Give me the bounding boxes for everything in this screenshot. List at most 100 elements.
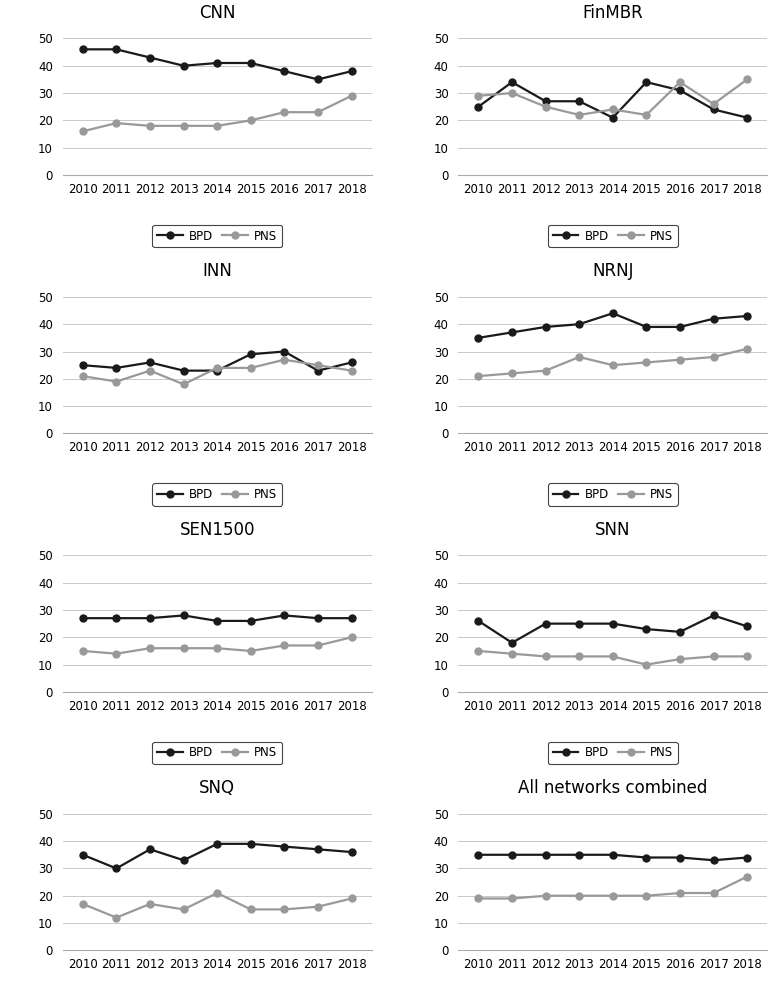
- PNS: [212, 887, 222, 899]
- PNS: [575, 890, 584, 902]
- PNS: [78, 126, 88, 138]
- Title: FinMBR: FinMBR: [583, 4, 643, 22]
- PNS: [474, 893, 483, 905]
- PNS: [179, 120, 188, 132]
- Title: SEN1500: SEN1500: [179, 521, 255, 539]
- BPD: [212, 364, 222, 376]
- Line: BPD: BPD: [79, 46, 355, 83]
- PNS: [608, 104, 618, 116]
- PNS: [112, 117, 121, 129]
- PNS: [575, 351, 584, 363]
- PNS: [709, 887, 718, 899]
- Title: INN: INN: [202, 262, 232, 280]
- BPD: [112, 44, 121, 55]
- BPD: [212, 57, 222, 69]
- PNS: [474, 370, 483, 382]
- PNS: [575, 650, 584, 662]
- PNS: [112, 647, 121, 659]
- BPD: [507, 76, 517, 88]
- PNS: [246, 904, 255, 916]
- BPD: [541, 321, 550, 333]
- BPD: [246, 615, 255, 627]
- PNS: [507, 647, 517, 659]
- BPD: [78, 848, 88, 860]
- Line: BPD: BPD: [79, 612, 355, 625]
- Legend: BPD, PNS: BPD, PNS: [548, 225, 678, 248]
- PNS: [541, 101, 550, 113]
- Title: CNN: CNN: [199, 4, 236, 22]
- BPD: [146, 51, 155, 63]
- PNS: [78, 645, 88, 657]
- BPD: [642, 623, 651, 635]
- PNS: [212, 643, 222, 654]
- BPD: [742, 310, 752, 322]
- BPD: [608, 307, 618, 319]
- BPD: [709, 313, 718, 325]
- BPD: [212, 615, 222, 627]
- BPD: [347, 65, 356, 77]
- BPD: [642, 321, 651, 333]
- Legend: BPD, PNS: BPD, PNS: [152, 742, 282, 764]
- BPD: [541, 95, 550, 107]
- PNS: [474, 90, 483, 102]
- PNS: [78, 370, 88, 382]
- BPD: [246, 348, 255, 360]
- PNS: [313, 359, 323, 371]
- Title: NRNJ: NRNJ: [592, 262, 633, 280]
- PNS: [280, 640, 289, 651]
- PNS: [179, 643, 188, 654]
- PNS: [179, 904, 188, 916]
- PNS: [280, 353, 289, 365]
- BPD: [146, 612, 155, 624]
- BPD: [313, 612, 323, 624]
- PNS: [709, 98, 718, 110]
- BPD: [246, 838, 255, 849]
- BPD: [474, 848, 483, 860]
- BPD: [642, 851, 651, 863]
- PNS: [146, 364, 155, 376]
- PNS: [146, 643, 155, 654]
- BPD: [347, 612, 356, 624]
- BPD: [313, 843, 323, 855]
- PNS: [474, 645, 483, 657]
- BPD: [112, 612, 121, 624]
- BPD: [112, 862, 121, 874]
- PNS: [608, 890, 618, 902]
- BPD: [280, 610, 289, 622]
- Legend: BPD, PNS: BPD, PNS: [152, 225, 282, 248]
- PNS: [313, 901, 323, 913]
- PNS: [575, 109, 584, 121]
- PNS: [280, 106, 289, 118]
- PNS: [212, 362, 222, 374]
- Line: BPD: BPD: [475, 851, 751, 863]
- BPD: [179, 59, 188, 71]
- PNS: [642, 890, 651, 902]
- BPD: [146, 843, 155, 855]
- BPD: [507, 637, 517, 648]
- BPD: [575, 618, 584, 630]
- BPD: [179, 364, 188, 376]
- PNS: [78, 898, 88, 910]
- BPD: [347, 356, 356, 368]
- BPD: [709, 610, 718, 622]
- Title: All networks combined: All networks combined: [518, 779, 708, 797]
- PNS: [608, 650, 618, 662]
- BPD: [575, 318, 584, 330]
- BPD: [541, 618, 550, 630]
- PNS: [347, 90, 356, 102]
- Line: PNS: PNS: [475, 873, 751, 902]
- Line: PNS: PNS: [475, 346, 751, 379]
- BPD: [78, 612, 88, 624]
- BPD: [675, 84, 684, 96]
- BPD: [608, 112, 618, 124]
- PNS: [179, 378, 188, 390]
- BPD: [709, 104, 718, 116]
- PNS: [112, 375, 121, 387]
- PNS: [742, 343, 752, 354]
- BPD: [246, 57, 255, 69]
- BPD: [675, 321, 684, 333]
- PNS: [675, 353, 684, 365]
- PNS: [146, 898, 155, 910]
- Legend: BPD, PNS: BPD, PNS: [548, 742, 678, 764]
- PNS: [742, 650, 752, 662]
